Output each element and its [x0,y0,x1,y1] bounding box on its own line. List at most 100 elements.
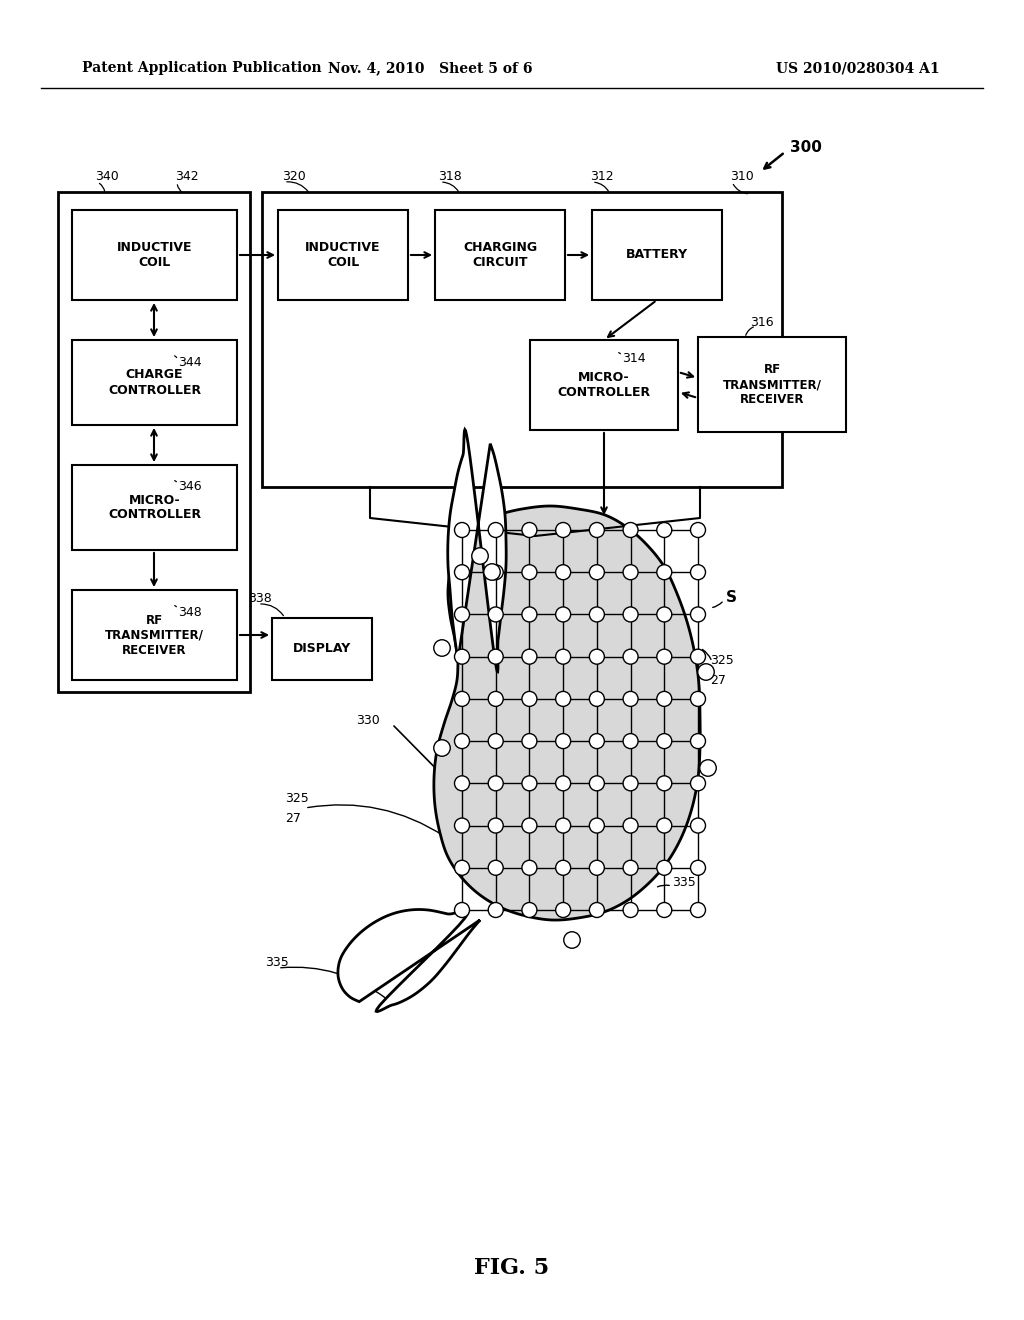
Circle shape [623,734,638,748]
Bar [272,618,372,680]
Circle shape [656,565,672,579]
Text: 300: 300 [790,140,822,156]
Bar [530,341,678,430]
Circle shape [656,649,672,664]
Text: 346: 346 [178,480,202,494]
Bar [72,590,237,680]
Text: S: S [726,590,737,606]
Circle shape [699,760,716,776]
Text: INDUCTIVE
COIL: INDUCTIVE COIL [305,242,381,269]
Text: 342: 342 [175,169,199,182]
Text: US 2010/0280304 A1: US 2010/0280304 A1 [776,61,940,75]
Circle shape [590,734,604,748]
Circle shape [623,903,638,917]
Circle shape [623,649,638,664]
Circle shape [656,861,672,875]
Circle shape [522,692,537,706]
Circle shape [488,607,503,622]
Circle shape [556,903,570,917]
Text: 340: 340 [95,169,119,182]
Circle shape [556,861,570,875]
Bar [72,465,237,550]
Text: 310: 310 [730,169,754,182]
Text: CHARGE
CONTROLLER: CHARGE CONTROLLER [108,368,201,396]
Circle shape [690,692,706,706]
Circle shape [455,734,469,748]
Text: 316: 316 [750,315,773,329]
Circle shape [522,903,537,917]
Circle shape [590,692,604,706]
Circle shape [488,523,503,537]
Text: 27: 27 [710,673,726,686]
Circle shape [656,903,672,917]
Text: 325: 325 [710,653,734,667]
Circle shape [434,739,451,756]
Circle shape [488,692,503,706]
Bar [58,191,250,692]
Circle shape [488,565,503,579]
Circle shape [472,548,488,564]
Circle shape [434,640,451,656]
Polygon shape [434,506,700,920]
Circle shape [656,776,672,791]
Circle shape [690,565,706,579]
Text: 314: 314 [622,351,645,364]
Circle shape [690,649,706,664]
Circle shape [623,565,638,579]
Circle shape [623,607,638,622]
Circle shape [522,607,537,622]
Circle shape [656,523,672,537]
Circle shape [455,818,469,833]
Circle shape [483,564,501,581]
Bar [72,341,237,425]
Text: 348: 348 [178,606,202,619]
Circle shape [656,818,672,833]
Text: MICRO-
CONTROLLER: MICRO- CONTROLLER [557,371,650,399]
Text: 338: 338 [248,591,271,605]
Circle shape [590,565,604,579]
Text: 335: 335 [265,956,289,969]
Text: Patent Application Publication: Patent Application Publication [82,61,322,75]
Text: 27: 27 [285,812,301,825]
Circle shape [690,903,706,917]
Circle shape [522,523,537,537]
Circle shape [455,692,469,706]
Bar [592,210,722,300]
Circle shape [556,523,570,537]
Circle shape [690,607,706,622]
Circle shape [556,734,570,748]
Circle shape [455,903,469,917]
Circle shape [590,818,604,833]
Circle shape [556,565,570,579]
Text: 325: 325 [285,792,309,804]
Text: RF
TRANSMITTER/
RECEIVER: RF TRANSMITTER/ RECEIVER [723,363,821,407]
Text: CHARGING
CIRCUIT: CHARGING CIRCUIT [463,242,537,269]
Circle shape [656,692,672,706]
Circle shape [522,861,537,875]
Text: RF
TRANSMITTER/
RECEIVER: RF TRANSMITTER/ RECEIVER [105,614,204,656]
Text: INDUCTIVE
COIL: INDUCTIVE COIL [117,242,193,269]
Text: FIG. 5: FIG. 5 [474,1257,550,1279]
Circle shape [590,649,604,664]
Text: 320: 320 [282,169,306,182]
Polygon shape [447,429,506,672]
Text: MICRO-
CONTROLLER: MICRO- CONTROLLER [108,494,201,521]
Circle shape [590,861,604,875]
Circle shape [697,664,715,680]
Circle shape [522,818,537,833]
Circle shape [690,734,706,748]
Circle shape [522,734,537,748]
Bar [262,191,782,487]
Bar [72,210,237,300]
Circle shape [556,692,570,706]
Bar [278,210,408,300]
Circle shape [455,861,469,875]
Text: BATTERY: BATTERY [626,248,688,261]
Circle shape [556,818,570,833]
Text: DISPLAY: DISPLAY [293,643,351,656]
Polygon shape [338,909,480,1011]
Circle shape [656,607,672,622]
Circle shape [488,903,503,917]
Circle shape [455,607,469,622]
Circle shape [556,649,570,664]
